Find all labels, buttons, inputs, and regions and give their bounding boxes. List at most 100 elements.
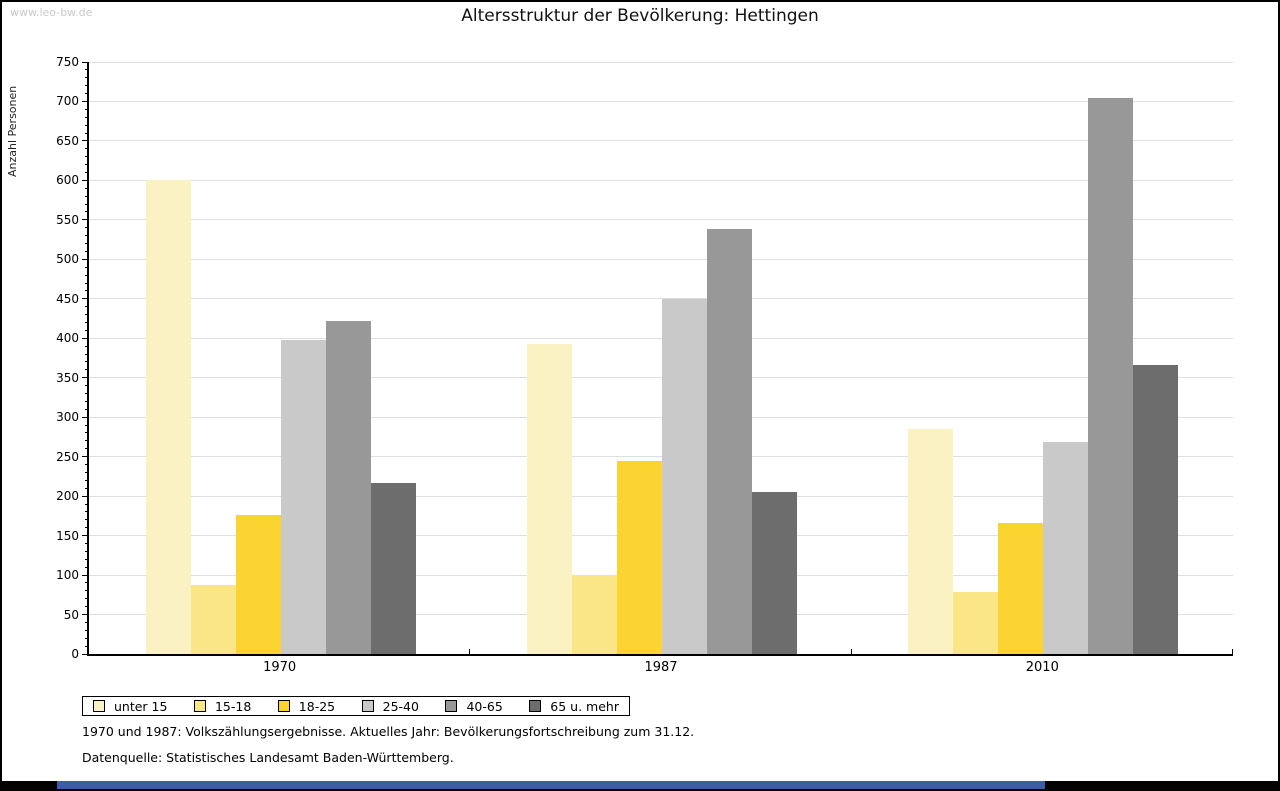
y-axis-tick [82, 298, 89, 300]
y-axis-tick-label: 200 [56, 489, 79, 504]
bar-1970-40-65 [325, 320, 371, 654]
y-axis-minor-tick [85, 598, 89, 600]
y-axis-minor-tick [85, 629, 89, 631]
y-axis-tick-label: 400 [56, 331, 79, 346]
y-axis-tick-label: 450 [56, 291, 79, 306]
y-axis-minor-tick [85, 148, 89, 150]
y-axis-minor-tick [85, 558, 89, 560]
y-axis-minor-tick [85, 353, 89, 355]
y-axis-tick [82, 337, 89, 339]
y-axis-minor-tick [85, 172, 89, 173]
bar-2010-18-25 [998, 522, 1044, 654]
y-axis-minor-tick [85, 187, 89, 189]
y-axis-minor-tick [85, 195, 89, 197]
bar-1970-25-40 [280, 339, 326, 654]
y-axis-minor-tick [85, 519, 89, 521]
watermark: www.leo-bw.de [10, 6, 93, 19]
y-axis-tick-label: 100 [56, 568, 79, 583]
y-axis-minor-tick [85, 282, 89, 284]
bar-1970-18-25 [235, 515, 281, 654]
y-axis-minor-tick [85, 393, 89, 395]
y-axis-tick [82, 574, 89, 576]
y-axis-minor-tick [85, 274, 89, 276]
y-axis-minor-tick [85, 464, 89, 466]
gridline [89, 219, 1233, 221]
bar-1987-40-65 [707, 229, 752, 654]
y-axis-minor-tick [85, 440, 89, 442]
y-axis-minor-tick [85, 606, 89, 608]
y-axis-minor-tick [85, 250, 89, 252]
y-axis-minor-tick [85, 385, 89, 387]
bar-1987-15-18 [572, 575, 617, 654]
legend-swatch-icon [93, 700, 105, 712]
legend-item: 15-18 [193, 699, 251, 714]
y-axis-minor-tick [85, 132, 89, 134]
y-axis-tick-label: 500 [56, 252, 79, 267]
legend-item: 18-25 [277, 698, 336, 714]
x-axis-category-label: 1970 [263, 660, 297, 675]
y-axis-tick [82, 377, 89, 379]
gridline [89, 298, 1233, 300]
bar-1987-unter-15 [527, 343, 572, 654]
legend-swatch-icon [193, 700, 206, 712]
legend-label: 18-25 [298, 698, 336, 714]
y-axis-tick [82, 614, 89, 616]
y-axis-minor-tick [85, 361, 89, 363]
x-axis-tick [469, 649, 471, 654]
legend-swatch-icon [361, 700, 374, 712]
legend: unter 15 15-18 18-25 25-40 40-65 65 u. mehr [82, 696, 630, 716]
y-axis-tick-label: 300 [56, 410, 79, 425]
legend-item: 40-65 [445, 699, 503, 714]
y-axis-minor-tick [85, 290, 89, 292]
legend-item: 25-40 [361, 698, 419, 714]
gridline [89, 61, 1233, 63]
y-axis-minor-tick [85, 329, 89, 331]
bar-1987-65-u.-mehr [752, 492, 797, 654]
legend-swatch-icon [277, 700, 290, 712]
y-axis-minor-tick [85, 645, 89, 647]
x-axis-tick [850, 649, 852, 654]
y-axis-minor-tick [85, 542, 89, 544]
legend-item: 65 u. mehr [529, 699, 619, 714]
y-axis-minor-tick [85, 408, 89, 410]
y-axis-minor-tick [85, 116, 89, 118]
legend-swatch-icon [529, 700, 542, 712]
gridline [89, 140, 1233, 142]
y-axis-minor-tick [85, 227, 89, 229]
bar-2010-25-40 [1043, 441, 1089, 654]
y-axis-minor-tick [85, 621, 89, 623]
y-axis-minor-tick [85, 93, 89, 95]
y-axis-minor-tick [85, 400, 89, 402]
bar-1987-18-25 [617, 460, 662, 654]
bar-1987-25-40 [662, 298, 707, 654]
y-axis-minor-tick [85, 85, 89, 87]
legend-label: 65 u. mehr [550, 698, 619, 714]
y-axis-minor-tick [85, 511, 89, 513]
bar-2010-unter-15 [908, 429, 954, 654]
y-axis-tick-label: 550 [56, 212, 79, 227]
bar-1970-65-u.-mehr [370, 482, 416, 654]
x-axis-category-label: 1987 [644, 660, 678, 675]
y-axis-minor-tick [85, 503, 89, 505]
gridline [89, 456, 1233, 458]
y-axis-minor-tick [85, 637, 89, 639]
y-axis-tick-label: 50 [63, 607, 79, 622]
y-axis-minor-tick [85, 369, 89, 371]
y-axis-minor-tick [85, 203, 89, 205]
footnote-source-2: Datenquelle: Statistisches Landesamt Bad… [82, 750, 454, 765]
y-axis-tick-label: 250 [56, 449, 79, 464]
y-axis-minor-tick [85, 235, 89, 237]
y-axis-tick-label: 650 [56, 133, 79, 148]
y-axis-tick-label: 0 [71, 647, 79, 661]
legend-label: 25-40 [382, 698, 419, 714]
window-bottom-bar [57, 781, 1045, 789]
y-axis-minor-tick [85, 550, 89, 552]
x-axis-category-label: 2010 [1025, 660, 1059, 675]
y-axis-minor-tick [85, 345, 89, 347]
y-axis-tick-label: 150 [56, 528, 79, 543]
y-axis-minor-tick [85, 164, 89, 166]
y-axis-tick-label: 350 [56, 370, 79, 385]
y-axis-minor-tick [85, 424, 89, 426]
y-axis-minor-tick [85, 590, 89, 592]
